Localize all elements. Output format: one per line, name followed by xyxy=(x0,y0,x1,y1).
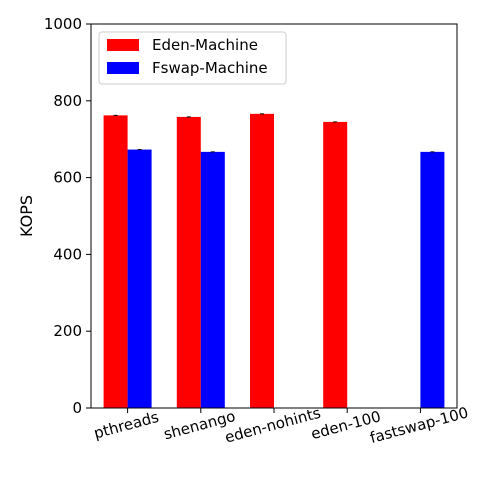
bar-fswap-machine-pthreads xyxy=(127,149,152,408)
legend-label: Eden-Machine xyxy=(152,36,258,54)
y-tick-label: 1000 xyxy=(44,15,82,33)
bar-eden-machine-pthreads xyxy=(103,115,128,408)
y-tick-label: 0 xyxy=(72,399,82,417)
x-tick-label: pthreads xyxy=(92,408,161,443)
plot-frame xyxy=(90,23,458,409)
y-axis-label: KOPS xyxy=(17,195,36,237)
bar-eden-machine-shenango xyxy=(176,116,201,408)
y-axis-ticks: 0 200 400 600 800 1000 xyxy=(44,15,91,417)
x-tick-label: fastswap-100 xyxy=(368,403,470,447)
bars-group xyxy=(103,113,445,409)
bar-fswap-machine-shenango xyxy=(200,151,225,408)
legend-box xyxy=(98,31,287,85)
y-tick-label: 800 xyxy=(53,92,82,110)
legend-swatch xyxy=(107,62,139,74)
y-tick-label: 200 xyxy=(53,322,82,340)
bar-eden-machine-eden-nohints xyxy=(250,113,274,408)
x-tick-label: eden-nohints xyxy=(223,404,323,447)
bar-eden-machine-eden-100 xyxy=(323,121,348,409)
bar-fswap-machine-fastswap-100 xyxy=(420,151,445,408)
y-tick-label: 600 xyxy=(53,169,82,187)
error-bars-group xyxy=(113,113,435,153)
legend: Eden-Machine Fswap-Machine xyxy=(98,31,287,85)
y-tick-label: 400 xyxy=(53,245,82,263)
legend-swatch xyxy=(107,39,139,51)
legend-label: Fswap-Machine xyxy=(152,59,268,77)
x-axis-ticks: pthreads shenangoeden-nohintseden-100fast… xyxy=(92,403,470,447)
